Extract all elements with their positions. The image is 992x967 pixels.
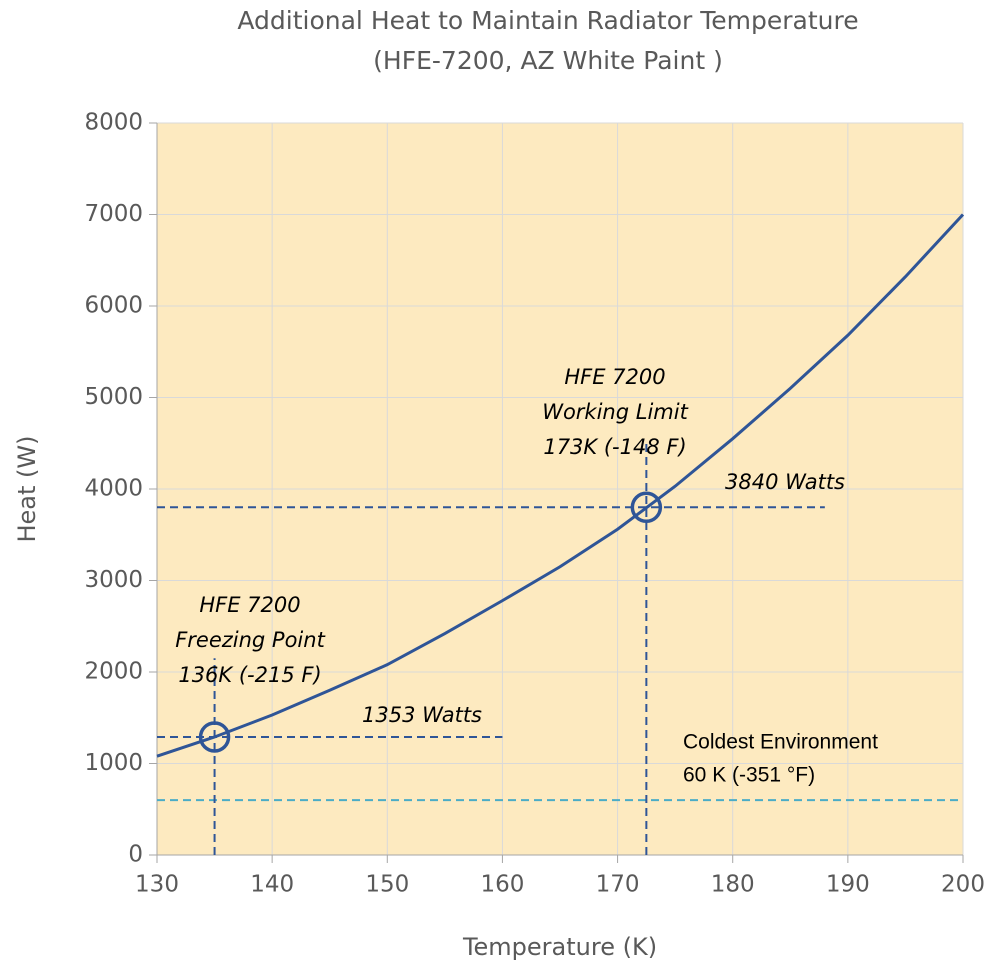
x-tick-label: 160 bbox=[480, 872, 524, 898]
y-axis-label: Heat (W) bbox=[13, 435, 41, 542]
y-tick-label: 1000 bbox=[84, 750, 143, 776]
chart-title: Additional Heat to Maintain Radiator Tem… bbox=[237, 6, 858, 35]
x-tick-label: 150 bbox=[365, 872, 409, 898]
annotation: 1353 Watts bbox=[362, 703, 482, 727]
x-tick-label: 130 bbox=[135, 872, 179, 898]
y-tick-label: 4000 bbox=[84, 476, 143, 502]
annotation: 136K (-215 F) bbox=[178, 663, 321, 687]
x-tick-label: 140 bbox=[250, 872, 294, 898]
y-tick-label: 6000 bbox=[84, 293, 143, 319]
chart-subtitle: (HFE-7200, AZ White Paint ) bbox=[373, 46, 723, 75]
annotation: HFE 7200 bbox=[564, 365, 665, 389]
y-tick-label: 7000 bbox=[84, 201, 143, 227]
x-tick-label: 170 bbox=[596, 872, 640, 898]
annotation: Coldest Environment bbox=[683, 731, 878, 754]
annotation: 3840 Watts bbox=[725, 470, 845, 494]
x-axis-label: Temperature (K) bbox=[462, 933, 657, 961]
y-tick-label: 2000 bbox=[84, 659, 143, 685]
y-tick-label: 5000 bbox=[84, 384, 143, 410]
annotation: HFE 7200 bbox=[199, 593, 300, 617]
y-tick-label: 0 bbox=[128, 842, 143, 868]
data-line bbox=[156, 213, 965, 758]
y-tick-label: 3000 bbox=[84, 567, 143, 593]
x-tick-label: 200 bbox=[941, 872, 985, 898]
annotation: 173K (-148 F) bbox=[543, 435, 686, 459]
x-tick-label: 180 bbox=[711, 872, 755, 898]
point-marker bbox=[630, 491, 663, 524]
annotation: 60 K (-351 °F) bbox=[683, 764, 815, 787]
annotation: Freezing Point bbox=[175, 628, 325, 652]
x-tick-label: 190 bbox=[826, 872, 870, 898]
annotation: Working Limit bbox=[542, 400, 688, 424]
y-tick-label: 8000 bbox=[84, 110, 143, 136]
point-marker bbox=[198, 721, 231, 753]
